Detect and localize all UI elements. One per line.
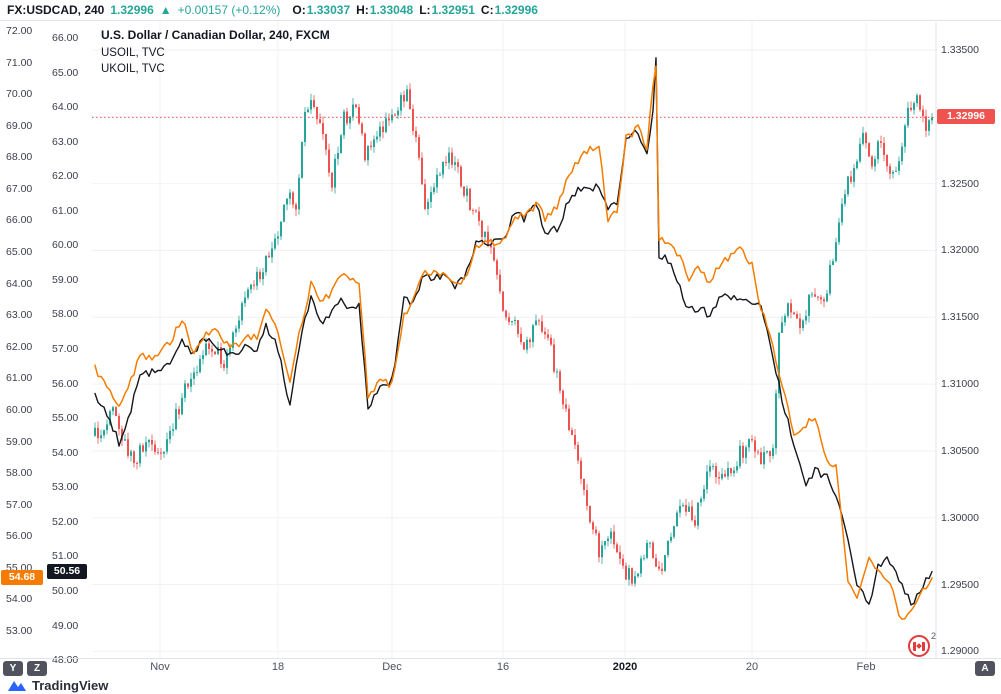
time-tick-label: Feb	[856, 661, 876, 673]
ohlc-key: C:	[480, 3, 494, 17]
symbol-title[interactable]: FX:USDCAD, 240	[7, 3, 105, 17]
tradingview-logo-icon	[8, 680, 26, 691]
left-scale-2-button[interactable]: Z	[27, 661, 47, 676]
ohlc-key: H:	[356, 3, 369, 17]
price-tick-label: 56.00	[52, 377, 79, 390]
price-tick-label: 59.00	[6, 435, 33, 448]
price-tick-label: 56.00	[6, 530, 33, 543]
up-arrow-icon: ▲	[159, 3, 172, 17]
price-tick-label: 1.33500	[941, 44, 979, 57]
usdcad-candles	[94, 83, 933, 587]
time-tick-label: 18	[271, 661, 285, 673]
flag-count-badge: 2	[931, 631, 937, 641]
price-tick-label: 50.00	[52, 584, 79, 597]
usoil-price-badge: 50.56	[47, 563, 87, 579]
price-tick-label: 1.29500	[941, 578, 979, 591]
price-tick-label: 1.31000	[941, 378, 979, 391]
price-tick-label: 63.00	[6, 309, 33, 322]
ohlc-value: 1.32996	[494, 3, 538, 17]
price-tick-label: 53.00	[6, 625, 33, 638]
price-tick-label: 1.30000	[941, 511, 979, 524]
price-tick-label: 1.31500	[941, 311, 979, 324]
price-tick-label: 60.00	[52, 239, 79, 252]
price-change: +0.00157 (+0.12%)	[177, 3, 281, 17]
price-tick-label: 65.00	[52, 66, 79, 79]
ohlc-key: O:	[292, 3, 306, 17]
price-tick-label: 58.00	[52, 308, 79, 321]
price-tick-label: 62.00	[52, 170, 79, 183]
price-tick-label: 65.00	[6, 246, 33, 259]
price-tick-label: 57.00	[52, 343, 79, 356]
chart-legend: U.S. Dollar / Canadian Dollar, 240, FXCM…	[101, 28, 330, 79]
price-tick-label: 71.00	[6, 56, 33, 69]
usdcad-last-price-badge: 1.32996	[937, 109, 995, 125]
tradingview-wordmark: TradingView	[32, 677, 109, 693]
price-tick-label: 70.00	[6, 88, 33, 101]
price-tick-label: 1.29000	[941, 645, 979, 658]
canada-flag-icon	[908, 635, 930, 657]
price-tick-label: 66.00	[52, 32, 79, 44]
price-tick-label: 58.00	[6, 467, 33, 480]
price-tick-label: 53.00	[52, 481, 79, 494]
time-tick-label: 2020	[612, 661, 638, 673]
price-tick-label: 55.00	[52, 412, 79, 425]
price-tick-label: 57.00	[6, 498, 33, 511]
left-scale-1-button[interactable]: Y	[3, 661, 23, 676]
symbol-info-bar: FX:USDCAD, 240 1.32996 ▲ +0.00157 (+0.12…	[0, 0, 1001, 21]
price-tick-label: 66.00	[6, 214, 33, 227]
time-tick-label: 16	[496, 661, 510, 673]
price-tick-label: 1.32000	[941, 244, 979, 257]
price-tick-label: 59.00	[52, 273, 79, 286]
price-tick-label: 51.00	[52, 550, 79, 563]
price-tick-label: 61.00	[52, 204, 79, 217]
ohlc-key: L:	[419, 3, 431, 17]
time-axis[interactable]	[0, 658, 1001, 676]
grid-lines	[92, 22, 937, 658]
ohlc-values: O:1.33037 H:1.33048 L:1.32951 C:1.32996	[286, 3, 538, 17]
ohlc-value: 1.33048	[369, 3, 414, 17]
last-price: 1.32996	[110, 3, 154, 17]
price-tick-label: 68.00	[6, 151, 33, 164]
price-tick-label: 1.30500	[941, 444, 979, 457]
price-tick-label: 1.32500	[941, 177, 979, 190]
price-tick-label: 49.00	[52, 619, 79, 632]
ukoil-line[interactable]	[94, 65, 933, 620]
legend-usoil-series[interactable]: USOIL, TVC	[101, 47, 165, 59]
price-tick-label: 61.00	[6, 372, 33, 385]
auto-scale-button[interactable]: A	[975, 661, 995, 676]
publish-flag-button[interactable]: 2	[908, 631, 942, 661]
time-tick-label: Dec	[382, 661, 402, 673]
price-tick-label: 54.00	[52, 446, 79, 459]
price-tick-label: 60.00	[6, 403, 33, 416]
price-tick-label: 63.00	[52, 135, 79, 148]
usoil-line[interactable]	[94, 57, 933, 606]
legend-main-series[interactable]: U.S. Dollar / Canadian Dollar, 240, FXCM	[101, 28, 330, 42]
price-tick-label: 64.00	[52, 101, 79, 114]
price-tick-label: 69.00	[6, 119, 33, 132]
ohlc-value: 1.33037	[306, 3, 351, 17]
ohlc-value: 1.32951	[431, 3, 475, 17]
ukoil-price-badge: 54.68	[1, 569, 43, 585]
price-tick-label: 72.00	[6, 25, 33, 37]
price-tick-label: 62.00	[6, 340, 33, 353]
price-tick-label: 54.00	[6, 593, 33, 606]
price-tick-label: 64.00	[6, 277, 33, 290]
price-tick-label: 48.00	[52, 654, 79, 667]
legend-ukoil-series[interactable]: UKOIL, TVC	[101, 63, 165, 75]
time-tick-label: Nov	[150, 661, 170, 673]
price-tick-label: 67.00	[6, 182, 33, 195]
tradingview-footer[interactable]: TradingView	[0, 676, 1001, 694]
price-tick-label: 52.00	[52, 515, 79, 528]
time-tick-label: 20	[745, 661, 759, 673]
